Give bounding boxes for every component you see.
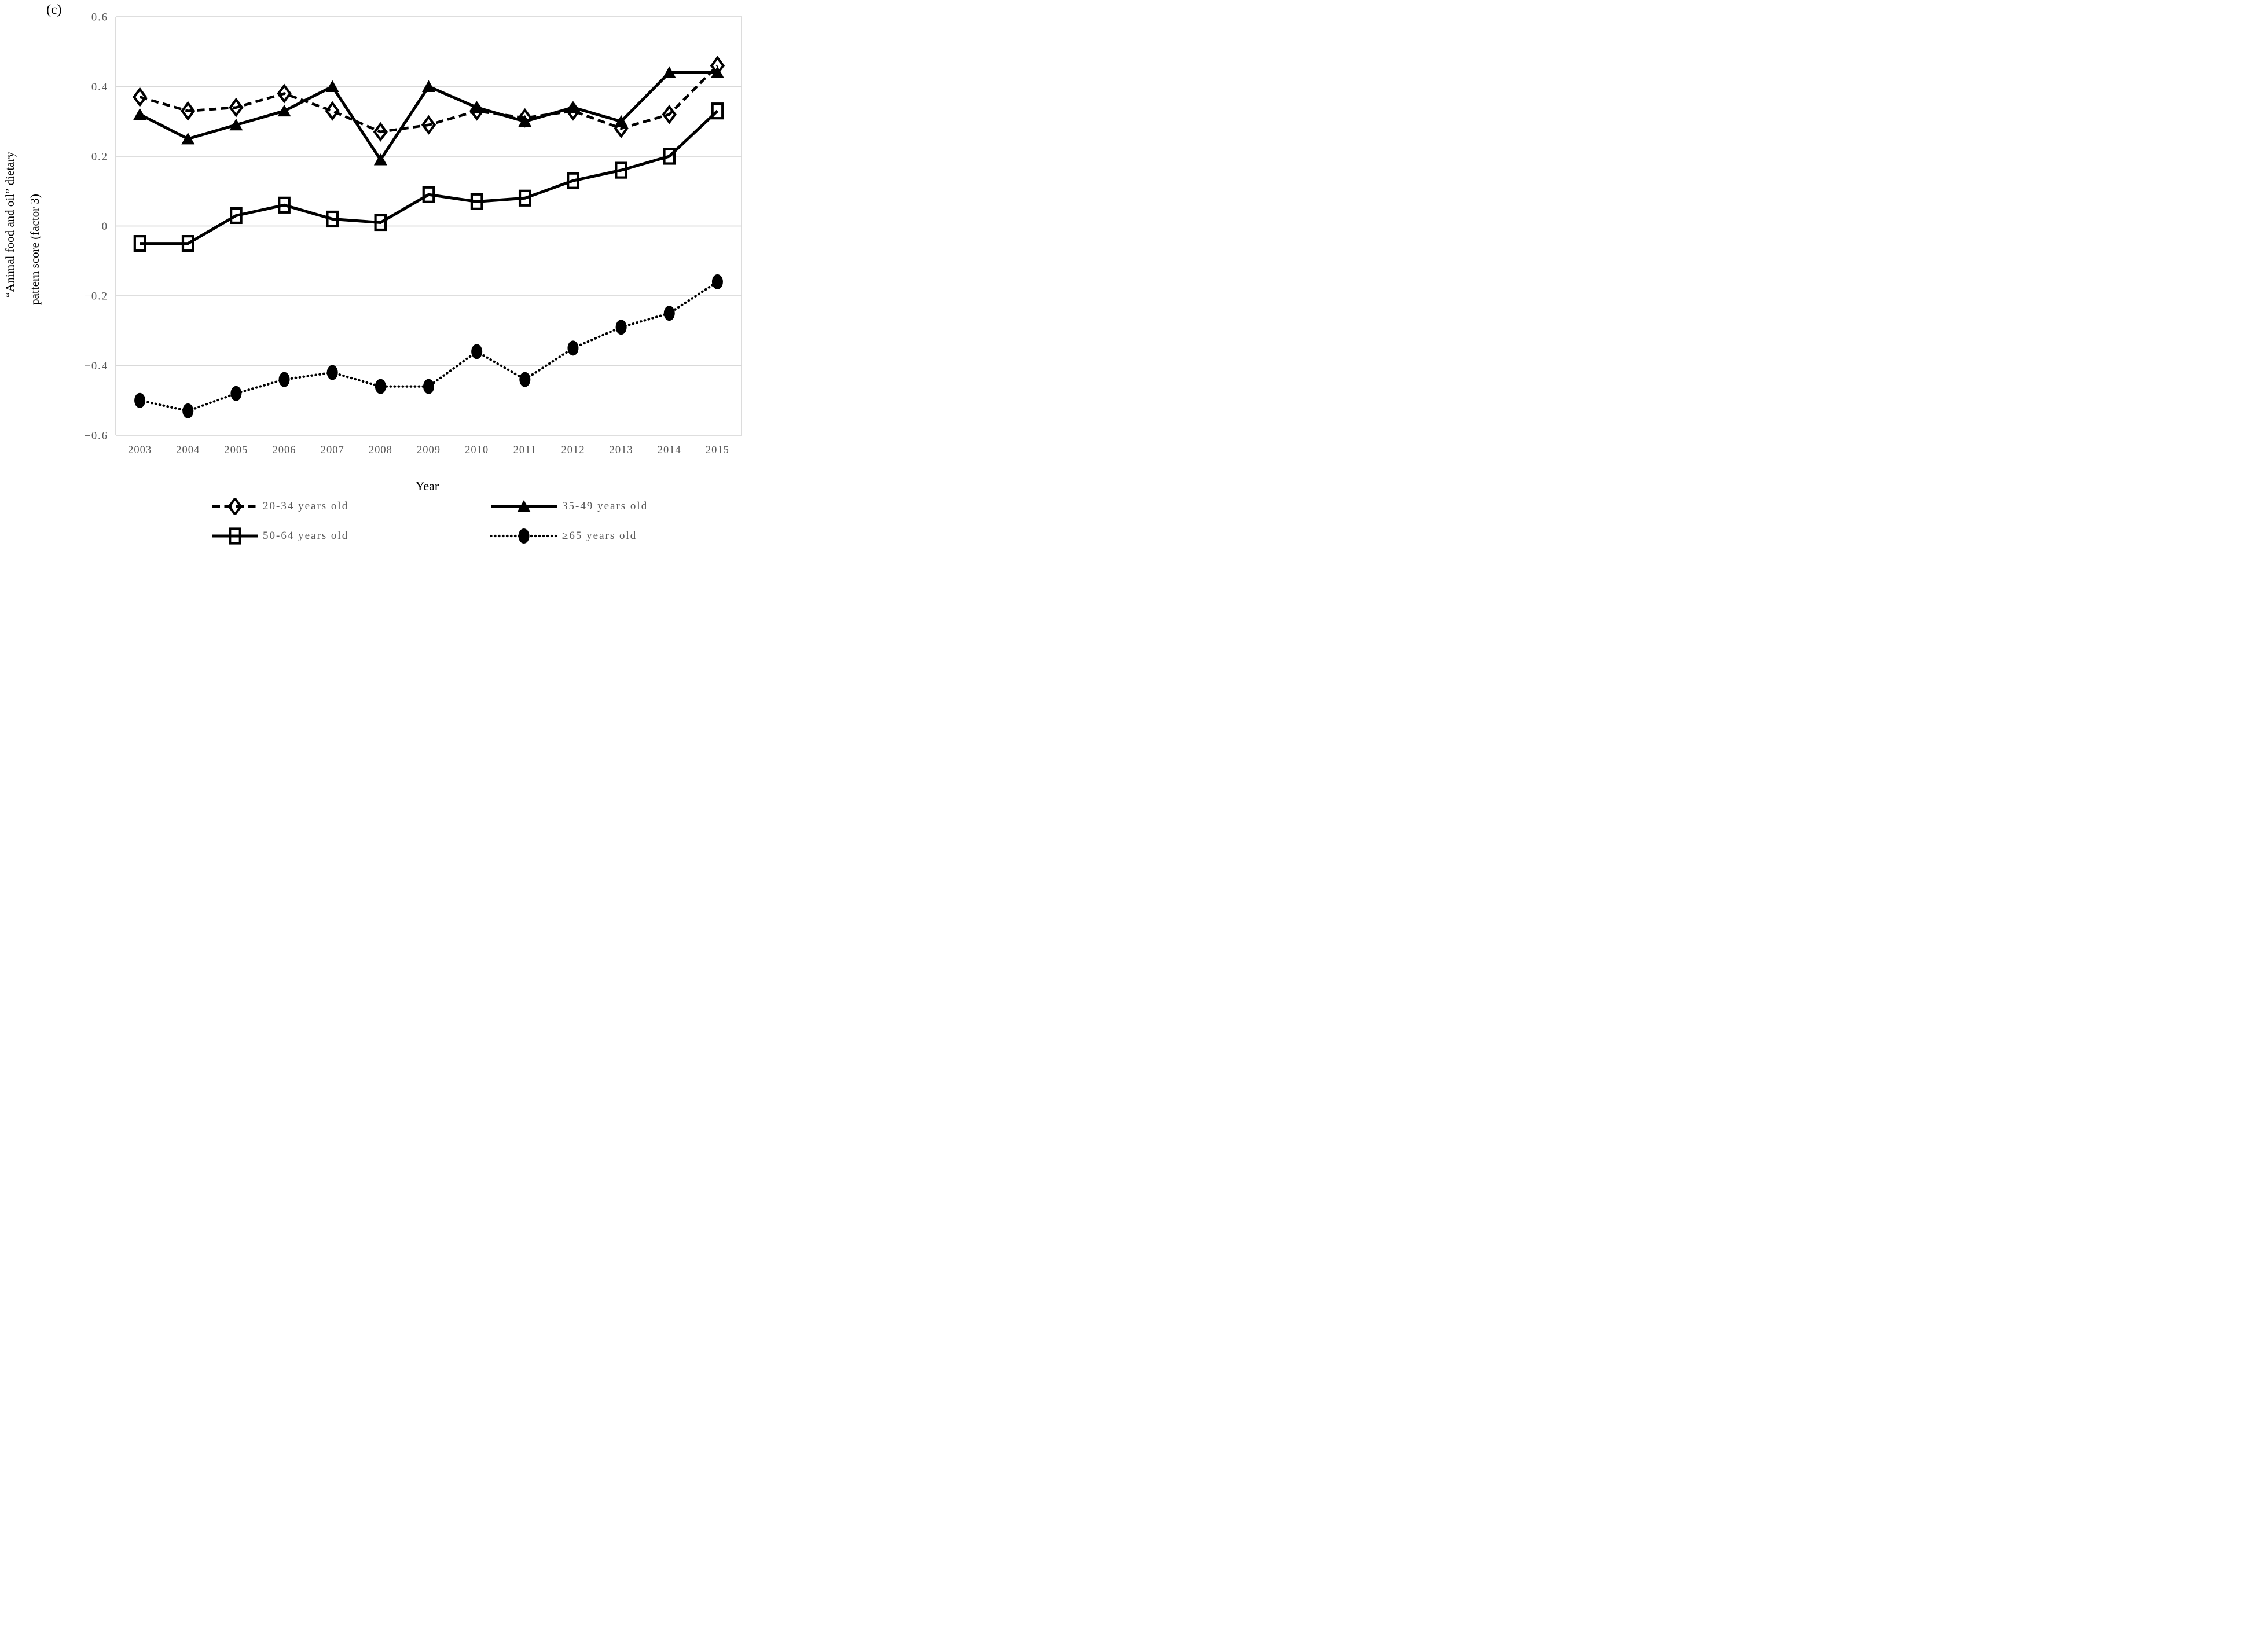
- marker-50-64-years-old: [470, 193, 483, 210]
- x-tick-label: 2005: [224, 445, 248, 456]
- marker-50-64-years-old: [567, 172, 579, 189]
- legend-swatch-dashed-diamond-icon: [212, 498, 258, 515]
- y-axis-title-line1: “Animal food and oil” dietary: [3, 152, 17, 298]
- marker-20-34-years-old: [325, 101, 340, 121]
- marker-65-plus-years-old: [134, 392, 146, 408]
- y-axis-title-line2: pattern score (factor 3): [28, 194, 42, 305]
- x-tick-label: 2007: [321, 445, 344, 456]
- marker-35-49-years-old: [133, 108, 147, 120]
- marker-65-plus-years-old: [519, 372, 531, 387]
- marker-65-plus-years-old: [567, 340, 579, 356]
- x-tick-label: 2003: [128, 445, 152, 456]
- marker-50-64-years-old: [663, 148, 676, 165]
- marker-65-plus-years-old: [471, 344, 483, 359]
- x-axis-title: Year: [416, 479, 439, 493]
- marker-50-64-years-old-legend: [229, 527, 241, 545]
- x-tick-label: 2012: [561, 445, 585, 456]
- x-tick-label: 2013: [610, 445, 633, 456]
- marker-35-49-years-old: [566, 101, 580, 113]
- marker-35-49-years-old: [277, 104, 291, 117]
- x-tick-label: 2010: [465, 445, 489, 456]
- y-tick-label: 0.4: [91, 82, 108, 93]
- figure-panel-c: (c) 0.6 0.4 0.2 0 −0.2 −0.4 −0.6 2003 2004 2005 20…: [0, 0, 749, 551]
- marker-20-34-years-old-legend: [227, 498, 243, 515]
- x-tick-label: 2015: [706, 445, 729, 456]
- marker-50-64-years-old: [278, 196, 291, 214]
- legend-item-50-64: 50-64 years old: [212, 527, 348, 545]
- legend-swatch-solid-triangle-icon: [491, 500, 557, 512]
- marker-35-49-years-old: [181, 132, 195, 145]
- y-tick-label: 0.6: [91, 12, 108, 24]
- y-tick-label: −0.6: [84, 431, 108, 442]
- marker-35-49-years-old: [422, 80, 435, 92]
- marker-65-plus-years-old: [711, 274, 723, 289]
- data-series: [132, 56, 725, 418]
- marker-65-plus-years-old: [375, 379, 386, 394]
- legend-item-65-plus: ≥65 years old: [490, 527, 637, 545]
- marker-50-64-years-old: [422, 186, 435, 203]
- y-tick-label: −0.4: [84, 361, 108, 372]
- chart-canvas: 0.6 0.4 0.2 0 −0.2 −0.4 −0.6 2003 2004 2005 2006 20…: [3, 12, 742, 493]
- marker-65-plus-years-old: [663, 306, 675, 321]
- x-tick-label: 2014: [658, 445, 681, 456]
- marker-35-49-years-old: [518, 115, 532, 127]
- marker-35-49-years-old-legend: [517, 500, 531, 512]
- gridlines: [115, 16, 742, 436]
- marker-65-plus-years-old: [326, 365, 338, 380]
- series-line-50-64-years-old: [140, 109, 719, 245]
- marker-35-49-years-old: [373, 153, 387, 166]
- x-tick-label: 2011: [513, 445, 537, 456]
- marker-50-64-years-old: [230, 207, 243, 225]
- marker-65-plus-years-old: [278, 372, 290, 387]
- y-tick-label: 0.2: [91, 152, 108, 163]
- x-tick-label: 2009: [417, 445, 441, 456]
- panel-label: (c): [46, 2, 62, 17]
- marker-35-49-years-old: [662, 66, 676, 78]
- legend-label: 35-49 years old: [562, 500, 648, 512]
- x-tick-label: 2006: [273, 445, 296, 456]
- y-tick-label: −0.2: [84, 291, 108, 303]
- legend-label: ≥65 years old: [562, 530, 637, 542]
- legend-swatch-dotted-circle-icon: [490, 528, 557, 544]
- marker-50-64-years-old: [133, 235, 146, 252]
- marker-20-34-years-old: [662, 104, 677, 124]
- legend-item-20-34: 20-34 years old: [212, 498, 348, 515]
- axis-ticks: 0.6 0.4 0.2 0 −0.2 −0.4 −0.6 2003 2004 2005 2006 20…: [84, 12, 729, 457]
- marker-20-34-years-old: [421, 115, 436, 135]
- marker-20-34-years-old: [373, 122, 388, 142]
- x-tick-label: 2008: [369, 445, 392, 456]
- marker-65-plus-years-old: [423, 379, 434, 394]
- marker-35-49-years-old: [325, 80, 339, 92]
- legend-label: 50-64 years old: [263, 530, 349, 542]
- legend-swatch-solid-square-icon: [212, 527, 258, 545]
- y-tick-label: 0: [102, 221, 108, 233]
- marker-35-49-years-old: [229, 118, 243, 131]
- series-line-20-34-years-old: [139, 64, 719, 134]
- marker-20-34-years-old: [277, 83, 292, 104]
- marker-20-34-years-old: [132, 87, 148, 107]
- marker-65-plus-years-old: [230, 386, 242, 401]
- marker-65-plus-years-old-legend: [518, 528, 530, 544]
- marker-20-34-years-old: [181, 101, 196, 121]
- marker-20-34-years-old: [229, 97, 244, 118]
- legend-item-35-49: 35-49 years old: [490, 498, 648, 515]
- marker-35-49-years-old: [470, 101, 484, 113]
- marker-50-64-years-old: [374, 214, 387, 232]
- marker-50-64-years-old: [518, 189, 531, 207]
- legend-label: 20-34 years old: [263, 500, 349, 512]
- marker-50-64-years-old: [181, 235, 194, 252]
- marker-50-64-years-old: [711, 102, 724, 120]
- marker-65-plus-years-old: [182, 403, 194, 418]
- marker-35-49-years-old: [710, 66, 724, 78]
- marker-50-64-years-old: [326, 210, 339, 228]
- marker-65-plus-years-old: [615, 320, 627, 335]
- marker-50-64-years-old: [615, 161, 627, 179]
- x-tick-label: 2004: [176, 445, 200, 456]
- marker-35-49-years-old: [614, 115, 628, 127]
